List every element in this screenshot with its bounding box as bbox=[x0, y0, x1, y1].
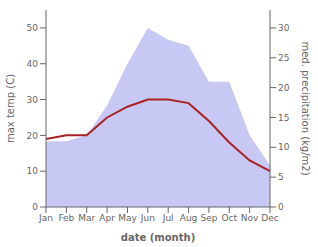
svg-text:25: 25 bbox=[278, 53, 289, 63]
svg-text:Jul: Jul bbox=[162, 213, 174, 223]
svg-text:Feb: Feb bbox=[58, 213, 74, 223]
svg-text:Apr: Apr bbox=[99, 213, 115, 223]
svg-text:0: 0 bbox=[32, 202, 38, 212]
svg-text:30: 30 bbox=[278, 23, 290, 33]
svg-text:Jun: Jun bbox=[140, 213, 155, 223]
svg-text:50: 50 bbox=[27, 23, 39, 33]
svg-text:30: 30 bbox=[27, 95, 39, 105]
svg-text:10: 10 bbox=[278, 142, 290, 152]
svg-text:Mar: Mar bbox=[78, 213, 95, 223]
svg-text:Oct: Oct bbox=[221, 213, 237, 223]
svg-text:Dec: Dec bbox=[261, 213, 278, 223]
svg-text:Nov: Nov bbox=[241, 213, 259, 223]
svg-text:max temp (C): max temp (C) bbox=[8, 74, 16, 143]
svg-text:May: May bbox=[118, 213, 137, 223]
svg-text:20: 20 bbox=[278, 83, 290, 93]
svg-text:20: 20 bbox=[27, 131, 39, 141]
svg-text:Aug: Aug bbox=[180, 213, 198, 223]
svg-text:med. precipitation (kg/m2): med. precipitation (kg/m2) bbox=[300, 41, 310, 175]
svg-text:15: 15 bbox=[278, 113, 289, 123]
svg-text:Sep: Sep bbox=[200, 213, 217, 223]
svg-text:0: 0 bbox=[278, 202, 284, 212]
svg-text:40: 40 bbox=[27, 59, 39, 69]
svg-text:Jan: Jan bbox=[38, 213, 53, 223]
svg-text:date (month): date (month) bbox=[121, 232, 195, 243]
svg-text:10: 10 bbox=[27, 166, 39, 176]
svg-text:5: 5 bbox=[278, 172, 284, 182]
